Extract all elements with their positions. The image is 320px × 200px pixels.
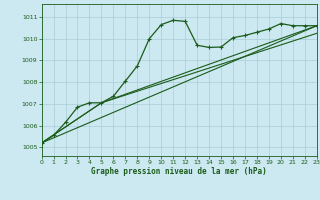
X-axis label: Graphe pression niveau de la mer (hPa): Graphe pression niveau de la mer (hPa) [91,167,267,176]
